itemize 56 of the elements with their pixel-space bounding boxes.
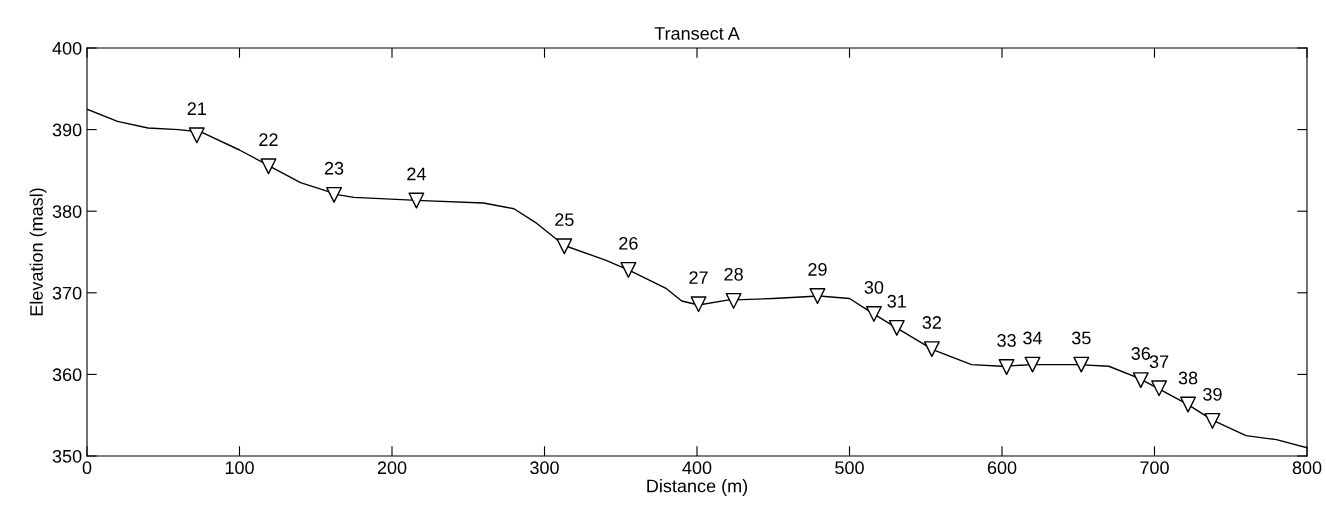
annotation: 35	[1071, 331, 1091, 345]
y-tick-label: 360	[52, 368, 82, 382]
annotation: 22	[259, 133, 278, 146]
point	[1204, 412, 1221, 429]
point	[408, 192, 425, 209]
chart-title: Transect A	[654, 27, 740, 40]
x-tick-label: 500	[835, 461, 864, 475]
annotation: 26	[619, 236, 638, 250]
point	[725, 292, 742, 309]
x-tick-label: 400	[682, 461, 712, 475]
point	[260, 158, 277, 175]
annotation: 31	[887, 294, 906, 308]
annotation: 34	[1023, 331, 1043, 345]
annotation: 23	[324, 161, 344, 175]
point	[865, 306, 882, 322]
annotation: 28	[724, 267, 743, 281]
annotation: 29	[808, 263, 827, 276]
x-tick-label: 300	[530, 461, 559, 475]
point	[326, 186, 343, 203]
point	[1073, 356, 1090, 373]
point	[1180, 396, 1197, 413]
x-tick-label: 700	[1140, 461, 1169, 475]
annotation: 30	[864, 280, 884, 294]
point	[888, 319, 905, 336]
point	[556, 238, 573, 255]
point	[1024, 356, 1041, 373]
point	[620, 261, 637, 278]
point	[809, 288, 826, 305]
y-tick-label: 400	[52, 41, 82, 55]
x-tick-label: 600	[987, 461, 1017, 475]
annotation: 25	[555, 213, 574, 227]
y-tick-label: 390	[52, 123, 82, 137]
y-tick-label: 370	[52, 286, 82, 300]
annotation: 36	[1131, 347, 1151, 360]
y-axis-title: Elevation (masl)	[29, 188, 47, 316]
annotation: 24	[407, 167, 426, 181]
annotation: 33	[997, 334, 1016, 347]
y-tick-label: 380	[52, 205, 82, 218]
point	[923, 341, 940, 358]
point	[1151, 380, 1168, 397]
annotation: 37	[1149, 355, 1169, 369]
point	[188, 127, 205, 144]
annotation: 38	[1178, 371, 1198, 385]
annotation: 32	[922, 316, 941, 329]
x-tick-label: 200	[377, 461, 407, 475]
annotation: 39	[1203, 387, 1222, 401]
x-tick-label: 100	[225, 461, 254, 475]
x-axis-title: Distance (m)	[647, 479, 748, 496]
x-tick-label: 0	[82, 461, 92, 475]
annotation: 21	[187, 102, 206, 115]
point	[690, 296, 707, 313]
annotation: 27	[689, 271, 708, 284]
point	[998, 359, 1015, 376]
point	[1132, 372, 1149, 389]
y-tick-label: 350	[52, 449, 82, 463]
x-tick-label: 800	[1292, 461, 1322, 475]
